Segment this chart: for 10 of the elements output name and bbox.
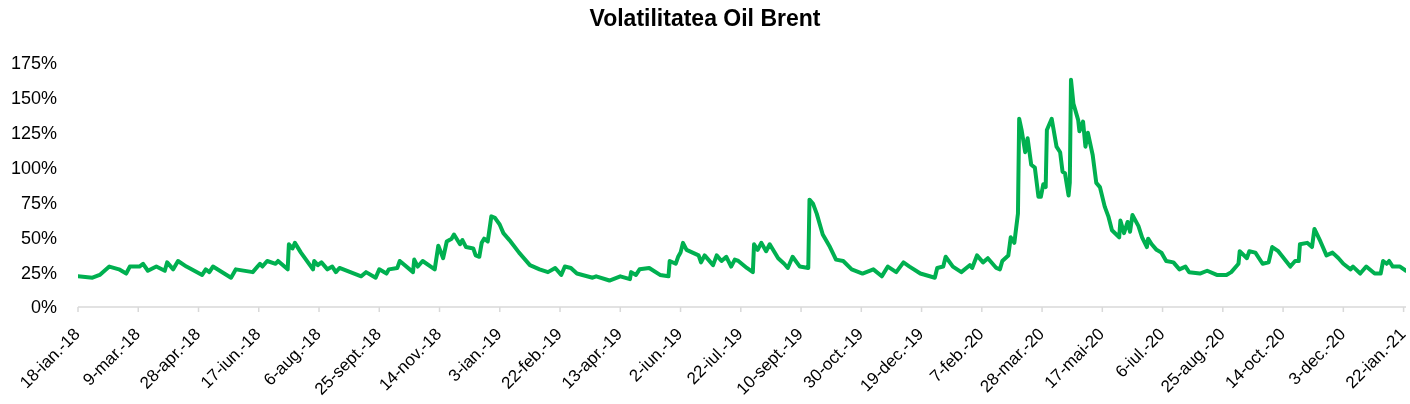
line-series [78, 77, 1406, 283]
y-tick-label: 0% [30, 297, 57, 318]
y-tick-label: 100% [10, 158, 57, 179]
y-tick-label: 175% [10, 53, 57, 74]
chart-title: Volatilitatea Oil Brent [588, 5, 822, 32]
y-tick-label: 75% [20, 192, 57, 213]
y-tick-label: 150% [10, 88, 57, 109]
y-tick-label: 125% [10, 123, 57, 144]
y-tick-label: 25% [20, 262, 57, 283]
y-tick-label: 50% [20, 227, 57, 248]
